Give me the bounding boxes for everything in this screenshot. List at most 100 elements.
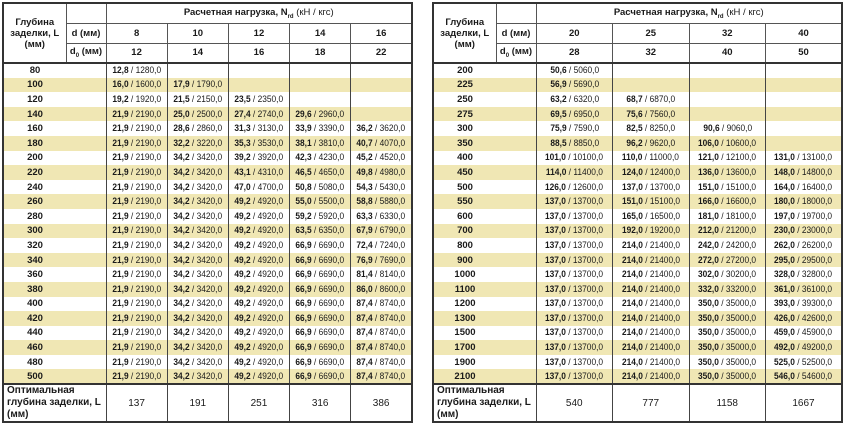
load-kn: 21,9	[112, 152, 129, 164]
load-kgf: 18000,0	[802, 196, 833, 208]
load-cell: 49,2 / 4920,0	[227, 325, 291, 341]
load-kn: 21,9	[112, 239, 129, 251]
load-kn: 34,2	[173, 181, 190, 193]
d-value: 20	[535, 22, 613, 44]
depth-value: 380	[3, 281, 66, 297]
d-value: 25	[612, 22, 690, 44]
load-kn: 34,2	[173, 196, 190, 208]
spacer-cell	[496, 180, 536, 195]
table-row: 200 21,9 / 2190,0 34,2 / 3420,0 39,2 / 3920…	[3, 150, 413, 166]
load-cell: 56,9 / 5690,0	[535, 77, 613, 93]
load-kn: 137,0	[545, 342, 567, 354]
load-cell: 350,0 / 35000,0	[688, 311, 766, 326]
spacer-cell	[66, 77, 106, 93]
depth-value: 480	[27, 356, 43, 368]
load-kgf: 42600,0	[802, 312, 833, 324]
blank-header	[496, 2, 536, 24]
spacer-cell	[496, 355, 536, 370]
load-cell: 137,0 / 13700,0	[535, 311, 613, 326]
load-kn: 126,0	[545, 181, 567, 193]
spacer-cell	[66, 194, 106, 209]
load-kgf: 19200,0	[649, 225, 680, 237]
load-cell: 66,9 / 6690,0	[289, 281, 352, 297]
depth-value: 360	[27, 269, 43, 281]
load-cell: 21,9 / 2190,0	[105, 354, 168, 370]
load-kn: 165,0	[621, 210, 643, 222]
load-kn: 214,0	[621, 283, 643, 295]
table-row: 120 19,2 / 1920,0 21,5 / 2150,0 23,5 / 2350…	[3, 92, 413, 107]
spacer-cell	[66, 326, 106, 341]
load-cell: 214,0 / 21400,0	[612, 267, 690, 282]
load-cell: 21,9 / 2190,0	[105, 252, 168, 268]
load-cell: 21,5 / 2150,0	[166, 92, 229, 107]
load-kgf: 2150,0	[196, 93, 223, 105]
load-cell	[350, 106, 413, 122]
load-cell: 66,9 / 6690,0	[289, 296, 352, 312]
load-cell	[765, 62, 843, 78]
load-kn: 38,1	[295, 137, 313, 149]
load-cell	[612, 77, 690, 93]
load-cell: 492,0 / 49200,0	[765, 340, 843, 355]
spacer-cell	[66, 267, 106, 282]
load-cell: 21,9 / 2190,0	[105, 238, 168, 253]
load-kn: 50,8	[295, 181, 313, 193]
load-cell: 49,2 / 4920,0	[227, 267, 291, 282]
load-cell: 121,0 / 12100,0	[688, 150, 766, 166]
load-kgf: 3420,0	[196, 298, 223, 310]
load-kn: 34,2	[173, 356, 190, 368]
optimal-depth-value: 137	[105, 383, 168, 423]
load-kn: 69,5	[549, 108, 567, 120]
load-kgf: 13700,0	[573, 312, 604, 324]
load-cell: 67,9 / 6790,0	[350, 223, 413, 239]
load-kgf: 21400,0	[649, 283, 680, 295]
spacer-cell	[66, 209, 106, 224]
load-kn: 87,4	[356, 298, 373, 310]
load-kn: 72,4	[356, 239, 373, 251]
load-kn: 214,0	[621, 327, 643, 339]
load-cell: 35,3 / 3530,0	[227, 135, 291, 151]
load-kn: 21,9	[112, 108, 129, 120]
optimal-depth-value: 316	[289, 383, 352, 423]
depth-value: 225	[433, 77, 496, 93]
load-cell: 137,0 / 13700,0	[535, 281, 613, 297]
load-kn: 214,0	[621, 298, 643, 310]
load-kn: 361,0	[774, 283, 796, 295]
spacer-cell	[496, 267, 536, 282]
table-row: 480 21,9 / 2190,0 34,2 / 3420,0 49,2 / 4920…	[3, 354, 413, 370]
load-kgf: 3810,0	[318, 137, 345, 149]
depth-value: 1300	[433, 311, 496, 326]
load-kn: 49,2	[234, 342, 251, 354]
load-kn: 214,0	[621, 269, 643, 281]
load-cell: 137,0 / 13700,0	[535, 238, 613, 253]
load-kn: 21,9	[112, 225, 129, 237]
d0-value: 12	[105, 42, 168, 64]
load-kgf: 2190,0	[135, 283, 161, 295]
spacer-cell	[66, 151, 106, 166]
load-kgf: 2960,0	[318, 108, 345, 120]
load-kgf: 2190,0	[135, 181, 161, 193]
load-kn: 34,2	[173, 283, 190, 295]
load-cell	[612, 62, 690, 78]
load-cell: 192,0 / 19200,0	[612, 223, 690, 239]
load-kgf: 4070,0	[379, 137, 406, 149]
load-kn: 137,0	[545, 254, 567, 266]
load-cell: 66,9 / 6690,0	[289, 267, 352, 282]
load-kgf: 5430,0	[379, 181, 406, 193]
load-kn: 34,2	[173, 269, 190, 281]
load-cell: 49,2 / 4920,0	[227, 354, 291, 370]
load-kgf: 1790,0	[196, 79, 223, 91]
load-kn: 137,0	[545, 210, 567, 222]
load-cell: 59,2 / 5920,0	[289, 208, 352, 224]
load-kn: 350,0	[698, 327, 720, 339]
load-kn: 350,0	[698, 312, 720, 324]
load-cell: 21,9 / 2190,0	[105, 325, 168, 341]
load-cell: 126,0 / 12600,0	[535, 179, 613, 195]
load-cell: 137,0 / 13700,0	[535, 369, 613, 385]
load-kgf: 4920,0	[257, 342, 284, 354]
load-kgf: 6870,0	[649, 93, 676, 105]
load-kgf: 4920,0	[257, 269, 284, 281]
anchor-load-table-large: Глубина заделки, L (мм) Расчетная нагрузк…	[432, 2, 843, 423]
load-cell: 34,2 / 3420,0	[166, 238, 229, 253]
table-row: 1900 137,0 / 13700,0 214,0 / 21400,0 350,0 …	[433, 354, 843, 370]
load-kn: 21,9	[112, 356, 129, 368]
